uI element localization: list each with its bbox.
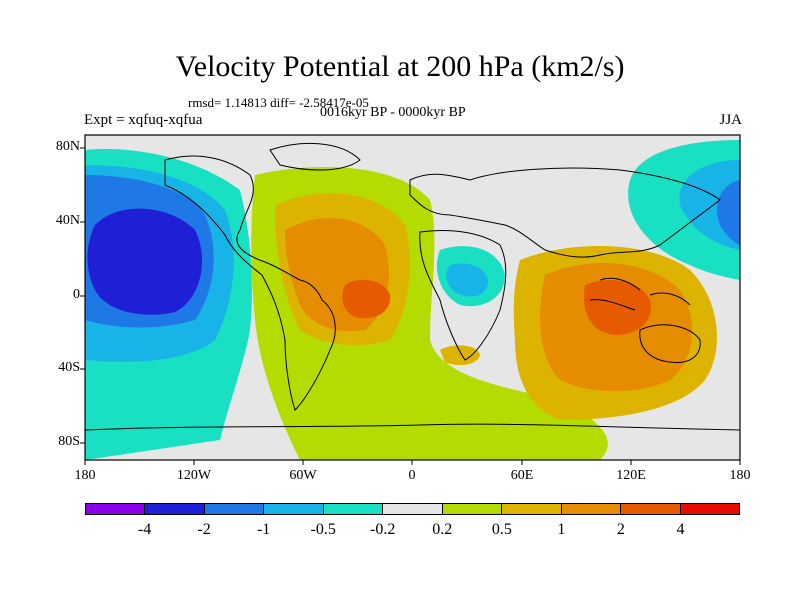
colorbar-segment-7 bbox=[502, 504, 562, 514]
colorbar-label-6: 0.5 bbox=[491, 521, 512, 538]
lat-label-80s: 80S bbox=[58, 434, 80, 449]
australia-coast bbox=[639, 324, 701, 364]
colorbar-label-3: -0.5 bbox=[310, 521, 336, 538]
colorbar-segment-6 bbox=[442, 504, 503, 514]
colorbar-segment-0 bbox=[86, 504, 146, 514]
colorbar-segment-9 bbox=[621, 504, 681, 514]
colorbar-segment-8 bbox=[561, 504, 622, 514]
lon-label-60w: 60W bbox=[289, 468, 317, 483]
colorbar-label-8: 2 bbox=[616, 521, 625, 538]
rmsd-diff-stats: rmsd= 1.14813 diff= -2.58417e-05 bbox=[188, 95, 369, 110]
africa-coast bbox=[419, 230, 507, 361]
colorbar-label-0: -4 bbox=[137, 521, 152, 538]
colorbar-segment-1 bbox=[145, 504, 205, 514]
lat-label-80n: 80N bbox=[55, 139, 80, 154]
maritime-continent-coast bbox=[589, 277, 691, 311]
colorbar-segment-3 bbox=[264, 504, 324, 514]
colorbar-label-1: -2 bbox=[197, 521, 211, 538]
colorbar bbox=[85, 503, 740, 515]
colorbar-label-2: -1 bbox=[256, 521, 271, 538]
colorbar-segment-10 bbox=[680, 504, 739, 514]
positive-core-indo bbox=[584, 280, 651, 335]
negative-region-east-inner bbox=[716, 180, 740, 245]
lon-label-0: 0 bbox=[408, 468, 416, 483]
negative-core-africa bbox=[446, 263, 488, 297]
greenland-coast bbox=[269, 142, 361, 171]
lat-label-40s: 40S bbox=[58, 360, 80, 375]
colorbar-segment-5 bbox=[383, 504, 443, 514]
lon-label-180e: 180 bbox=[729, 468, 751, 483]
positive-patch-south-atlantic bbox=[440, 345, 480, 366]
lon-label-120w: 120W bbox=[176, 468, 212, 483]
lon-label-180w: 180 bbox=[74, 468, 96, 483]
antarctica-coast bbox=[85, 423, 740, 431]
chart-title: Velocity Potential at 200 hPa (km2/s) bbox=[175, 50, 625, 83]
colorbar-label-7: 1 bbox=[557, 521, 566, 538]
negative-core-west bbox=[87, 208, 203, 315]
lon-label-60e: 60E bbox=[510, 468, 534, 483]
positive-core-atlantic bbox=[342, 279, 391, 319]
lat-label-0: 0 bbox=[73, 287, 80, 302]
colorbar-label-5: 0.2 bbox=[432, 521, 453, 538]
season-label: JJA bbox=[719, 112, 742, 128]
colorbar-label-9: 4 bbox=[676, 521, 685, 538]
axis-ticks bbox=[80, 147, 741, 465]
eurasia-coast bbox=[409, 167, 721, 258]
experiment-label: Expt = xqfuq-xqfua bbox=[84, 112, 203, 128]
contour-fields bbox=[85, 135, 740, 460]
colorbar-label-4: -0.2 bbox=[370, 521, 396, 538]
colorbar-segment-4 bbox=[323, 504, 384, 514]
coastlines bbox=[85, 142, 740, 431]
americas-coast bbox=[164, 155, 336, 411]
lon-label-120e: 120E bbox=[616, 468, 646, 483]
period-label: 0016kyr BP - 0000kyr BP bbox=[320, 105, 466, 120]
colorbar-segment-2 bbox=[204, 504, 265, 514]
lat-label-40n: 40N bbox=[55, 213, 80, 228]
